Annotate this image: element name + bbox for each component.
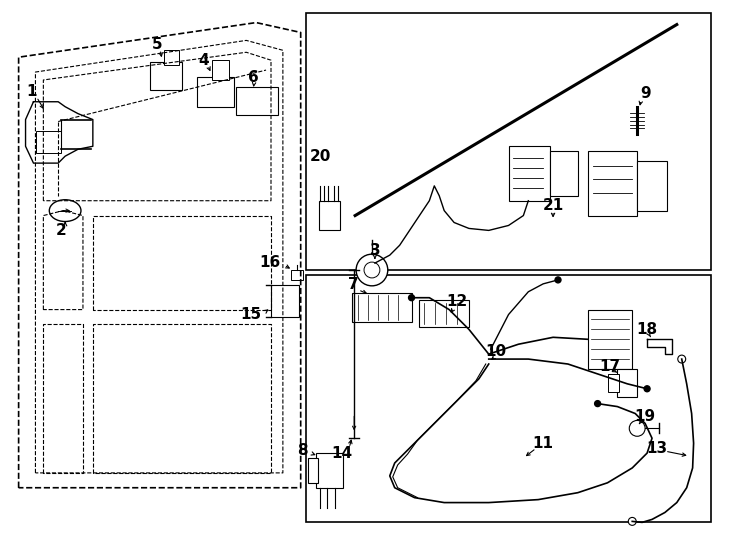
Text: 5: 5 — [152, 37, 162, 52]
Bar — [211, 60, 230, 80]
Circle shape — [409, 295, 415, 301]
Circle shape — [644, 386, 650, 392]
Text: 17: 17 — [599, 360, 620, 375]
Bar — [550, 151, 578, 196]
Bar — [588, 309, 632, 369]
Bar — [37, 131, 61, 153]
Bar — [319, 201, 341, 231]
Bar — [305, 12, 711, 270]
Text: 15: 15 — [240, 307, 261, 322]
Circle shape — [595, 401, 600, 407]
Text: 3: 3 — [370, 242, 380, 258]
Bar — [588, 151, 637, 215]
Text: 21: 21 — [542, 198, 564, 213]
Bar — [308, 458, 318, 483]
Bar — [164, 50, 179, 65]
Bar — [608, 374, 619, 391]
Bar — [637, 161, 667, 211]
Text: 9: 9 — [640, 86, 650, 102]
Circle shape — [629, 421, 645, 436]
Circle shape — [356, 254, 388, 286]
Text: 18: 18 — [636, 322, 658, 337]
Bar — [236, 87, 278, 114]
Text: 19: 19 — [635, 409, 655, 424]
Text: 10: 10 — [485, 343, 506, 359]
Text: 6: 6 — [248, 70, 258, 84]
Text: 12: 12 — [446, 294, 468, 309]
Bar — [291, 270, 302, 280]
Text: 8: 8 — [297, 443, 308, 457]
Text: 2: 2 — [56, 223, 67, 238]
Text: 11: 11 — [533, 436, 553, 451]
Text: 14: 14 — [332, 446, 353, 461]
Text: 1: 1 — [26, 84, 37, 99]
Bar — [197, 77, 234, 107]
Bar — [150, 62, 182, 90]
Bar — [509, 146, 550, 201]
Bar — [352, 293, 412, 322]
Bar — [316, 453, 344, 488]
Text: 20: 20 — [310, 148, 331, 164]
Bar — [419, 300, 469, 327]
Text: 13: 13 — [647, 441, 667, 456]
Circle shape — [555, 277, 561, 283]
Text: 16: 16 — [260, 254, 281, 269]
Circle shape — [677, 355, 686, 363]
Circle shape — [628, 517, 636, 525]
Bar — [271, 285, 299, 316]
Bar — [305, 275, 711, 522]
Text: 4: 4 — [198, 53, 209, 68]
Text: 7: 7 — [348, 278, 358, 292]
Bar — [617, 369, 637, 397]
